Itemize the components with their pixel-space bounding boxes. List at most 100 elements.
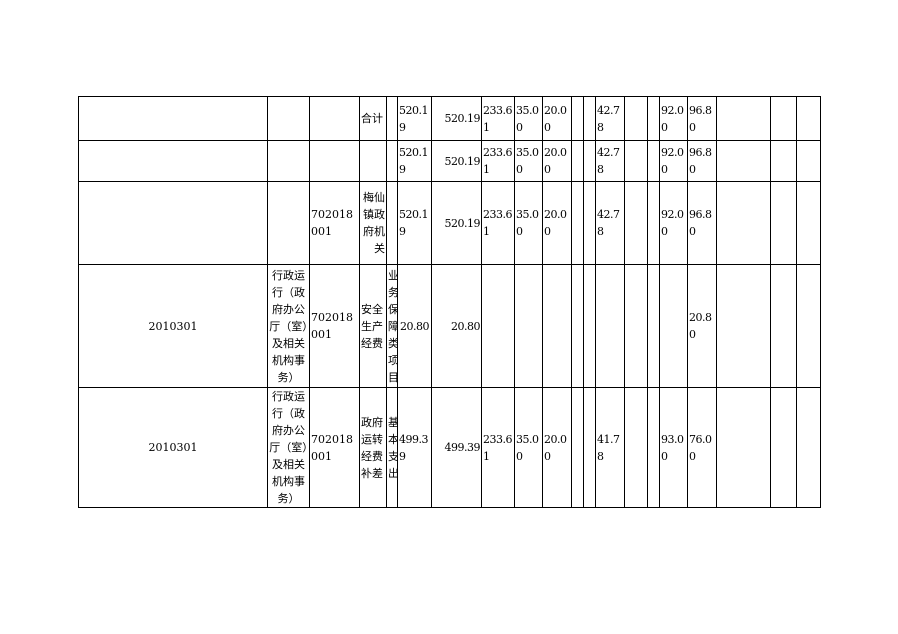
function-name-cell — [267, 181, 310, 265]
item-type-cell — [386, 181, 398, 265]
table-row: 702018001 梅仙镇政府机关 520.19 520.19 233.61 35.00 2… — [78, 181, 821, 265]
empty-cell — [583, 387, 596, 508]
empty-cell — [583, 181, 596, 265]
total-cell: 520.19 — [397, 181, 432, 265]
amount-cell: 41.78 — [595, 387, 625, 508]
empty-cell — [624, 96, 648, 141]
amount-cell: 520.19 — [431, 140, 482, 182]
amount-cell — [481, 264, 515, 388]
table-row: 520.19 520.19 233.61 35.00 20.00 42.78 92.00 96… — [78, 140, 821, 182]
total-cell: 520.19 — [397, 140, 432, 182]
empty-cell — [796, 181, 821, 265]
amount-cell: 499.39 — [431, 387, 482, 508]
amount-cell: 35.00 — [514, 387, 543, 508]
amount-cell: 96.80 — [687, 140, 717, 182]
total-cell: 20.80 — [397, 264, 432, 388]
amount-cell: 520.19 — [431, 181, 482, 265]
amount-cell — [542, 264, 572, 388]
empty-cell — [716, 181, 771, 265]
empty-cell — [796, 264, 821, 388]
function-code-cell — [78, 181, 268, 265]
amount-cell: 92.00 — [659, 140, 688, 182]
function-code-cell — [78, 96, 268, 141]
empty-cell — [571, 264, 584, 388]
amount-cell: 92.00 — [659, 96, 688, 141]
amount-cell: 20.80 — [431, 264, 482, 388]
table-row: 合计 520.19 520.19 233.61 35.00 20.00 42.78 92.00… — [78, 96, 821, 141]
item-name-cell: 合计 — [359, 96, 387, 141]
function-name-cell: 行政运行（政府办公厅（室）及相关机构事务） — [267, 387, 310, 508]
empty-cell — [716, 96, 771, 141]
amount-cell: 20.00 — [542, 140, 572, 182]
empty-cell — [647, 96, 660, 141]
amount-cell — [595, 264, 625, 388]
total-cell: 499.39 — [397, 387, 432, 508]
empty-cell — [647, 140, 660, 182]
amount-cell: 520.19 — [431, 96, 482, 141]
empty-cell — [583, 140, 596, 182]
item-name-cell: 梅仙镇政府机关 — [359, 181, 387, 265]
amount-cell: 96.80 — [687, 181, 717, 265]
empty-cell — [571, 96, 584, 141]
amount-cell: 42.78 — [595, 140, 625, 182]
empty-cell — [624, 181, 648, 265]
amount-cell: 20.80 — [687, 264, 717, 388]
item-name-cell — [359, 140, 387, 182]
amount-cell: 93.00 — [659, 387, 688, 508]
empty-cell — [571, 387, 584, 508]
empty-cell — [716, 264, 771, 388]
item-name-cell: 安全生产经费 — [359, 264, 387, 388]
amount-cell: 20.00 — [542, 387, 572, 508]
function-name-cell: 行政运行（政府办公厅（室）及相关机构事务） — [267, 264, 310, 388]
budget-table: 合计 520.19 520.19 233.61 35.00 20.00 42.78 92.00… — [78, 96, 821, 508]
empty-cell — [770, 96, 797, 141]
unit-code-cell: 702018001 — [309, 264, 360, 388]
empty-cell — [770, 387, 797, 508]
item-name-cell: 政府运转经费补差 — [359, 387, 387, 508]
item-type-cell: 业务保障类项目 — [386, 264, 398, 388]
empty-cell — [647, 264, 660, 388]
empty-cell — [583, 96, 596, 141]
amount-cell: 35.00 — [514, 140, 543, 182]
empty-cell — [583, 264, 596, 388]
amount-cell: 233.61 — [481, 387, 515, 508]
amount-cell: 20.00 — [542, 181, 572, 265]
function-name-cell — [267, 140, 310, 182]
amount-cell — [659, 264, 688, 388]
empty-cell — [571, 140, 584, 182]
amount-cell: 42.78 — [595, 96, 625, 141]
item-type-cell — [386, 96, 398, 141]
empty-cell — [647, 387, 660, 508]
table-row: 2010301 行政运行（政府办公厅（室）及相关机构事务） 702018001 政府运… — [78, 387, 821, 508]
empty-cell — [571, 181, 584, 265]
empty-cell — [796, 140, 821, 182]
unit-code-cell: 702018001 — [309, 387, 360, 508]
amount-cell: 233.61 — [481, 181, 515, 265]
function-code-cell: 2010301 — [78, 387, 268, 508]
function-code-cell — [78, 140, 268, 182]
unit-code-cell — [309, 140, 360, 182]
function-name-cell — [267, 96, 310, 141]
item-type-cell — [386, 140, 398, 182]
amount-cell — [514, 264, 543, 388]
empty-cell — [796, 96, 821, 141]
unit-code-cell — [309, 96, 360, 141]
table-row: 2010301 行政运行（政府办公厅（室）及相关机构事务） 702018001 安全生… — [78, 264, 821, 388]
amount-cell: 96.80 — [687, 96, 717, 141]
amount-cell: 233.61 — [481, 96, 515, 141]
empty-cell — [770, 140, 797, 182]
empty-cell — [770, 181, 797, 265]
empty-cell — [770, 264, 797, 388]
empty-cell — [624, 387, 648, 508]
empty-cell — [716, 387, 771, 508]
empty-cell — [716, 140, 771, 182]
amount-cell: 35.00 — [514, 96, 543, 141]
empty-cell — [647, 181, 660, 265]
amount-cell: 20.00 — [542, 96, 572, 141]
amount-cell: 76.00 — [687, 387, 717, 508]
total-cell: 520.19 — [397, 96, 432, 141]
amount-cell: 35.00 — [514, 181, 543, 265]
empty-cell — [624, 140, 648, 182]
amount-cell: 42.78 — [595, 181, 625, 265]
item-type-cell: 基本支出 — [386, 387, 398, 508]
